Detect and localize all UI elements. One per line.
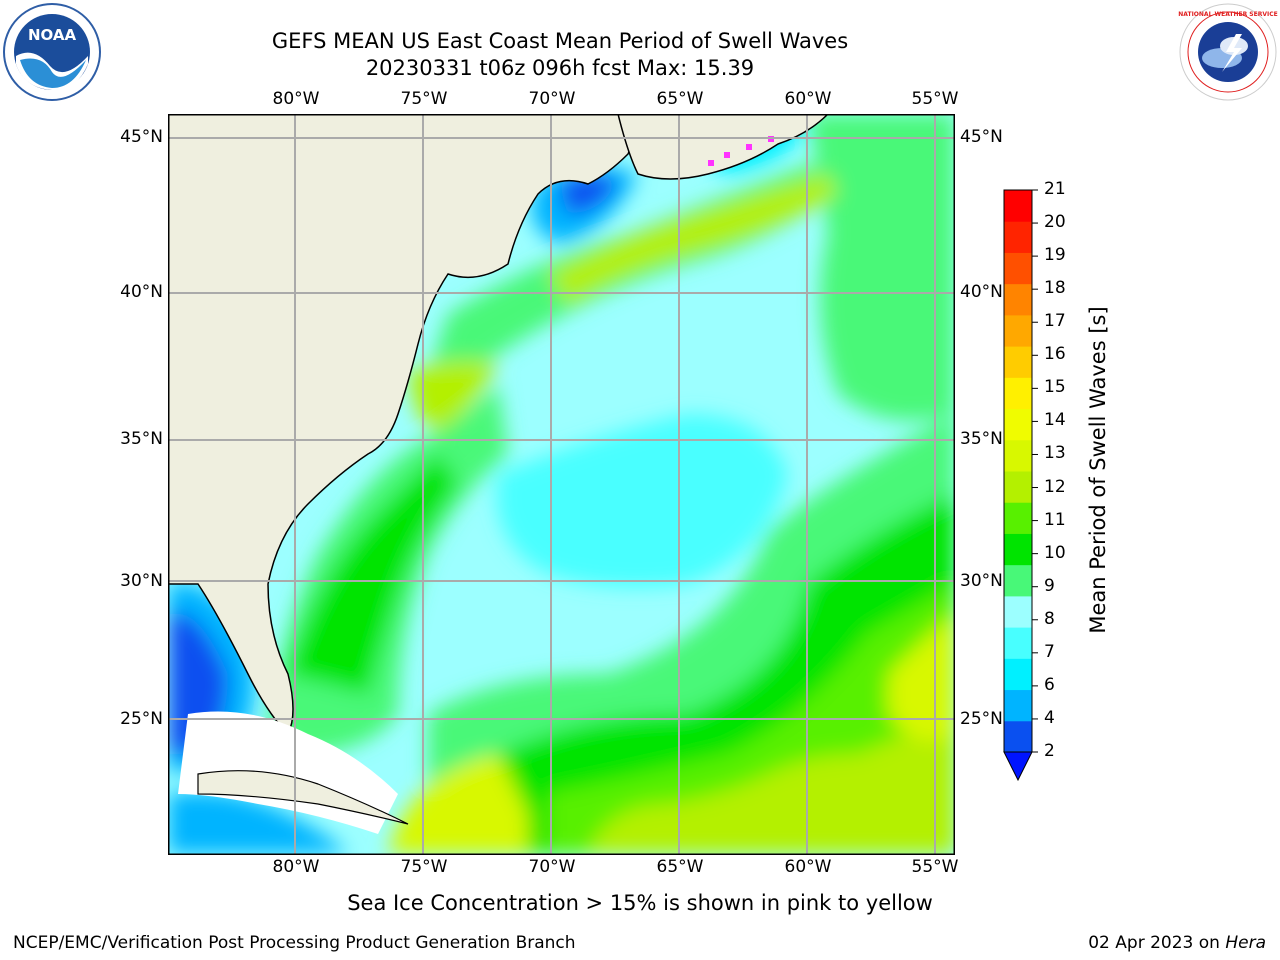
lon-label-bottom: 70°W bbox=[528, 857, 576, 877]
lon-label-top: 70°W bbox=[528, 89, 576, 109]
nws-logo: NATIONAL WEATHER SERVICE bbox=[1178, 3, 1278, 101]
lat-label-left: 25°N bbox=[120, 709, 163, 729]
colorbar-segment bbox=[1004, 720, 1032, 753]
lon-label-bottom: 75°W bbox=[400, 857, 448, 877]
colorbar-label: Mean Period of Swell Waves [s] bbox=[1086, 306, 1110, 634]
colorbar-segment bbox=[1004, 408, 1032, 441]
colorbar-segment bbox=[1004, 502, 1032, 534]
map-panel bbox=[168, 114, 955, 855]
graticule bbox=[168, 114, 955, 855]
colorbar-segment bbox=[1004, 627, 1032, 659]
credit-text: NCEP/EMC/Verification Post Processing Pr… bbox=[13, 933, 576, 953]
colorbar-tick-label: 9 bbox=[1044, 575, 1055, 596]
lat-label-right: 30°N bbox=[960, 571, 1003, 591]
colorbar-tick-label: 10 bbox=[1044, 542, 1066, 563]
lon-label-top: 75°W bbox=[400, 89, 448, 109]
colorbar-tick-label: 13 bbox=[1044, 443, 1066, 464]
noaa-logo-text: NOAA bbox=[28, 26, 77, 44]
lat-label-right: 45°N bbox=[960, 127, 1003, 147]
colorbar-segment bbox=[1004, 377, 1032, 410]
colorbar-tick-label: 17 bbox=[1044, 311, 1066, 332]
lon-label-bottom: 55°W bbox=[911, 857, 959, 877]
colorbar-segment bbox=[1004, 658, 1032, 691]
colorbar-tick-label: 16 bbox=[1044, 344, 1066, 365]
lat-label-left: 30°N bbox=[120, 571, 163, 591]
noaa-logo: NOAA bbox=[3, 3, 101, 101]
lat-label-right: 35°N bbox=[960, 429, 1003, 449]
nws-logo-text: NATIONAL WEATHER SERVICE bbox=[1178, 11, 1277, 18]
colorbar-segment bbox=[1004, 595, 1032, 628]
map-border bbox=[168, 114, 955, 855]
colorbar-segment bbox=[1004, 689, 1032, 722]
colorbar-tick-label: 2 bbox=[1044, 741, 1055, 761]
colorbar-tick-label: 21 bbox=[1044, 179, 1066, 199]
colorbar-segment bbox=[1004, 533, 1032, 566]
colorbar-tick-label: 11 bbox=[1044, 509, 1066, 530]
colorbar-tick-label: 7 bbox=[1044, 641, 1055, 662]
map-subtitle: 20230331 t06z 096h fcst Max: 15.39 bbox=[365, 56, 755, 80]
lon-label-top: 65°W bbox=[656, 89, 704, 109]
colorbar-segment bbox=[1004, 346, 1032, 378]
colorbar-segment bbox=[1004, 439, 1032, 472]
colorbar-tick-label: 12 bbox=[1044, 476, 1066, 497]
colorbar-segment bbox=[1004, 314, 1032, 347]
colorbar-segment bbox=[1004, 283, 1032, 316]
lon-label-bottom: 80°W bbox=[272, 857, 320, 877]
date-prefix: 02 Apr 2023 on bbox=[1088, 933, 1220, 953]
lon-label-bottom: 60°W bbox=[784, 857, 832, 877]
colorbar-tick-label: 20 bbox=[1044, 212, 1066, 233]
lon-label-top: 55°W bbox=[911, 89, 959, 109]
colorbar-tick-label: 14 bbox=[1044, 410, 1066, 431]
sea-ice-caption: Sea Ice Concentration > 15% is shown in … bbox=[347, 891, 933, 915]
lat-label-right: 25°N bbox=[960, 709, 1003, 729]
lat-label-right: 40°N bbox=[960, 282, 1003, 302]
colorbar-segment bbox=[1004, 564, 1032, 597]
colorbar-under-arrow bbox=[1003, 751, 1033, 782]
land-canada bbox=[617, 114, 830, 180]
lat-label-left: 35°N bbox=[120, 429, 163, 449]
colorbar-tick-label: 6 bbox=[1044, 674, 1055, 695]
colorbar-tick-label: 4 bbox=[1044, 707, 1055, 728]
lon-label-top: 60°W bbox=[784, 89, 832, 109]
map-title: GEFS MEAN US East Coast Mean Period of S… bbox=[271, 29, 849, 53]
colorbar bbox=[1003, 189, 1038, 782]
colorbar-segment bbox=[1004, 221, 1032, 253]
lon-label-top: 80°W bbox=[272, 89, 320, 109]
lon-label-bottom: 65°W bbox=[656, 857, 704, 877]
date-text: 02 Apr 2023 on Hera bbox=[1088, 933, 1266, 953]
date-host: Hera bbox=[1225, 933, 1266, 953]
colorbar-tick-label: 15 bbox=[1044, 377, 1066, 398]
colorbar-tick-label: 18 bbox=[1044, 278, 1066, 299]
colorbar-segment bbox=[1004, 471, 1032, 503]
colorbar-segment bbox=[1004, 190, 1032, 222]
lat-label-left: 40°N bbox=[120, 282, 163, 302]
colorbar-segment bbox=[1004, 252, 1032, 285]
lat-label-left: 45°N bbox=[120, 127, 163, 147]
colorbar-tick-label: 8 bbox=[1044, 608, 1055, 629]
colorbar-border bbox=[1003, 189, 1033, 753]
colorbar-tick-label: 19 bbox=[1044, 245, 1066, 266]
land-cuba bbox=[197, 770, 409, 825]
